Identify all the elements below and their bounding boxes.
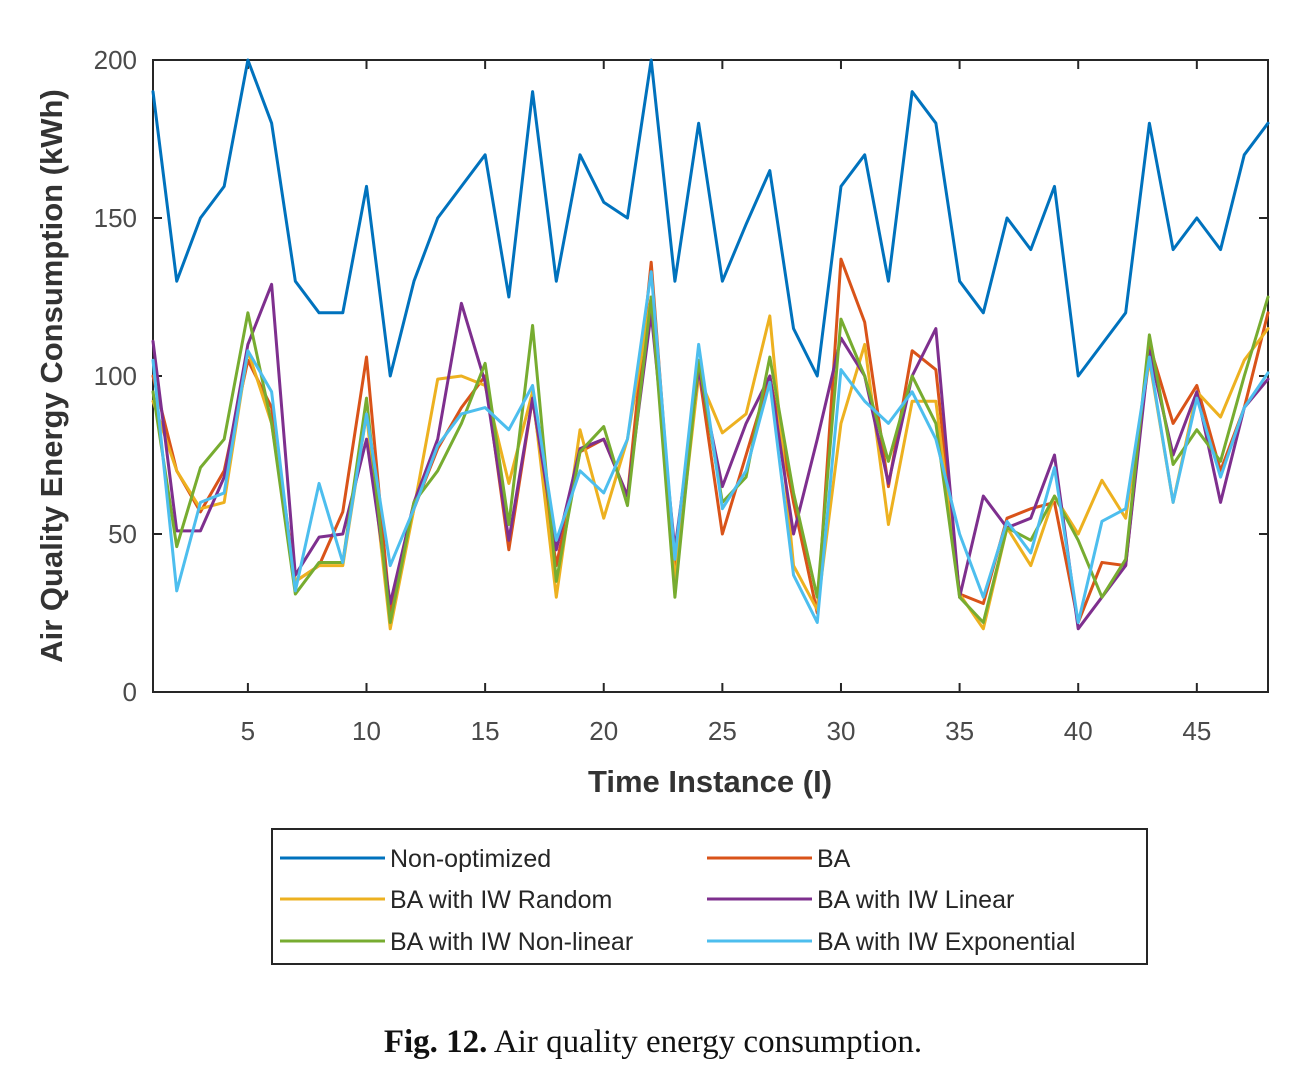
x-tick-label: 5 xyxy=(241,716,255,746)
legend-label-ba-with-iw-linear: BA with IW Linear xyxy=(817,886,1014,914)
y-axis: 0 50 100 150 200 xyxy=(94,45,1268,707)
series-line-ba-with-iw-exponential xyxy=(151,270,1270,624)
legend-label-ba: BA xyxy=(817,845,851,873)
legend: Non-optimized BA BA with IW Random BA with … xyxy=(271,828,1148,965)
figure-caption: Fig. 12. Air quality energy consumption. xyxy=(0,1024,1306,1061)
caption-text: Air quality energy consumption. xyxy=(493,1024,923,1060)
x-tick-label: 35 xyxy=(945,716,974,746)
legend-label-non-optimized: Non-optimized xyxy=(390,845,551,873)
series-line-non-optimized xyxy=(151,58,1270,378)
x-tick-label: 25 xyxy=(708,716,737,746)
series-layer xyxy=(151,58,1270,631)
y-tick-label: 200 xyxy=(94,45,137,75)
y-tick-label: 100 xyxy=(94,361,137,391)
plot-area xyxy=(152,59,1269,693)
legend-label-ba-with-iw-random: BA with IW Random xyxy=(390,886,612,914)
caption-label: Fig. 12. xyxy=(383,1024,488,1060)
x-axis: 5 10 15 20 25 30 35 40 45 xyxy=(241,60,1211,746)
x-tick-label: 30 xyxy=(827,716,856,746)
x-tick-label: 10 xyxy=(352,716,381,746)
series-line-ba xyxy=(151,257,1270,624)
x-tick-label: 15 xyxy=(471,716,500,746)
x-tick-label: 45 xyxy=(1182,716,1211,746)
y-tick-label: 0 xyxy=(123,677,137,707)
x-tick-label: 20 xyxy=(589,716,618,746)
legend-label-ba-with-iw-exponential: BA with IW Exponential xyxy=(817,928,1075,956)
chart: 0 50 100 150 200 5 10 15 20 25 30 35 40 45 Time Inst… xyxy=(34,45,1270,965)
y-tick-label: 150 xyxy=(94,203,137,233)
x-tick-label: 40 xyxy=(1064,716,1093,746)
y-tick-label: 50 xyxy=(108,519,137,549)
y-axis-label: Air Quality Energy Consumption (kWh) xyxy=(34,89,69,663)
legend-label-ba-with-iw-non-linear: BA with IW Non-linear xyxy=(390,928,633,956)
x-axis-label: Time Instance (I) xyxy=(588,764,832,799)
series-line-ba-with-iw-random xyxy=(151,295,1270,631)
